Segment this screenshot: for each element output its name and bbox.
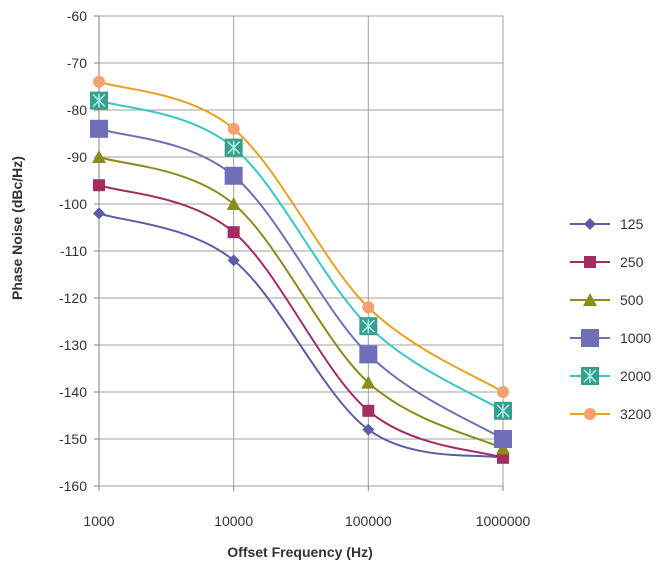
- data-point-1000: [359, 345, 378, 364]
- legend-marker: [581, 329, 599, 347]
- series-lines: [90, 75, 512, 464]
- legend: 125 250 500 1000 2000 3200: [570, 216, 651, 422]
- y-tick-label: -110: [60, 243, 87, 259]
- data-point-1000: [90, 119, 108, 138]
- y-tick-label: -140: [59, 384, 87, 400]
- legend-label: 250: [620, 254, 644, 270]
- legend-label: 2000: [620, 368, 651, 384]
- legend-marker: [584, 218, 596, 230]
- x-axis-title: Offset Frequency (Hz): [227, 544, 372, 560]
- data-point-3200: [93, 75, 105, 88]
- marker-star: [361, 319, 375, 334]
- data-point-500: [226, 197, 241, 210]
- data-point-250: [227, 226, 240, 239]
- y-tick-label: -80: [67, 102, 87, 118]
- data-point-3200: [362, 301, 375, 314]
- legend-item-3200: 3200: [570, 406, 651, 422]
- data-point-125: [362, 423, 375, 436]
- data-point-250: [93, 179, 105, 192]
- series-line-125: [98, 212, 504, 459]
- series-line-250: [98, 184, 504, 459]
- x-tick-label: 100000: [345, 513, 392, 529]
- series-250: [93, 179, 509, 464]
- legend-marker: [584, 256, 596, 268]
- x-axis-ticks: 1000 10000 100000 1000000: [83, 513, 530, 529]
- series-line-3200: [98, 80, 504, 393]
- legend-item-2000: 2000: [570, 367, 651, 385]
- series-line-2000: [98, 99, 504, 412]
- legend-label: 500: [620, 292, 644, 308]
- data-point-500: [361, 375, 376, 389]
- x-tick-label: 1000000: [476, 513, 531, 529]
- y-tick-label: -90: [67, 149, 87, 165]
- y-axis-ticks: -60 -70 -80 -90 -100 -110 -120 -130 -140 -150 -160: [59, 8, 87, 494]
- x-tick-label: 1000: [83, 513, 114, 529]
- series-line-500: [98, 156, 504, 450]
- data-point-2000: [224, 138, 243, 157]
- legend-item-250: 250: [570, 254, 644, 270]
- legend-item-1000: 1000: [570, 329, 651, 347]
- data-point-3200: [227, 122, 240, 135]
- series-125: [93, 207, 509, 464]
- legend-marker: [583, 293, 597, 306]
- data-point-125: [227, 254, 240, 267]
- legend-marker: [581, 367, 599, 385]
- data-point-3200: [497, 386, 509, 398]
- marker-star: [227, 140, 241, 155]
- legend-item-125: 125: [570, 216, 644, 232]
- data-point-500: [92, 150, 106, 163]
- legend-label: 1000: [620, 330, 651, 346]
- y-tick-label: -60: [67, 8, 87, 24]
- legend-item-500: 500: [570, 292, 644, 308]
- series-1000: [90, 119, 512, 448]
- y-tick-label: -100: [59, 196, 87, 212]
- x-tick-label: 10000: [214, 513, 253, 529]
- y-tick-label: -120: [59, 290, 87, 306]
- data-point-125: [93, 207, 105, 220]
- legend-label: 3200: [620, 406, 651, 422]
- legend-marker: [584, 408, 596, 420]
- data-point-2000: [90, 91, 108, 110]
- data-point-250: [497, 451, 509, 464]
- series-line-1000: [98, 127, 504, 440]
- series-500: [92, 150, 510, 455]
- marker-star: [92, 93, 106, 108]
- y-tick-label: -70: [67, 55, 87, 71]
- y-tick-label: -150: [59, 431, 87, 447]
- y-axis-title: Phase Noise (dBc/Hz): [9, 156, 25, 300]
- legend-label: 125: [620, 216, 644, 232]
- y-tick-label: -130: [59, 337, 87, 353]
- data-point-250: [362, 404, 375, 417]
- data-point-2000: [494, 401, 512, 420]
- data-point-1000: [494, 430, 512, 448]
- data-point-2000: [359, 317, 378, 336]
- grid-lines: [94, 15, 504, 491]
- marker-star: [496, 403, 510, 418]
- data-point-1000: [224, 166, 243, 185]
- y-tick-label: -160: [59, 478, 87, 494]
- series-3200: [93, 75, 509, 398]
- series-2000: [90, 91, 512, 420]
- marker-star: [583, 369, 597, 383]
